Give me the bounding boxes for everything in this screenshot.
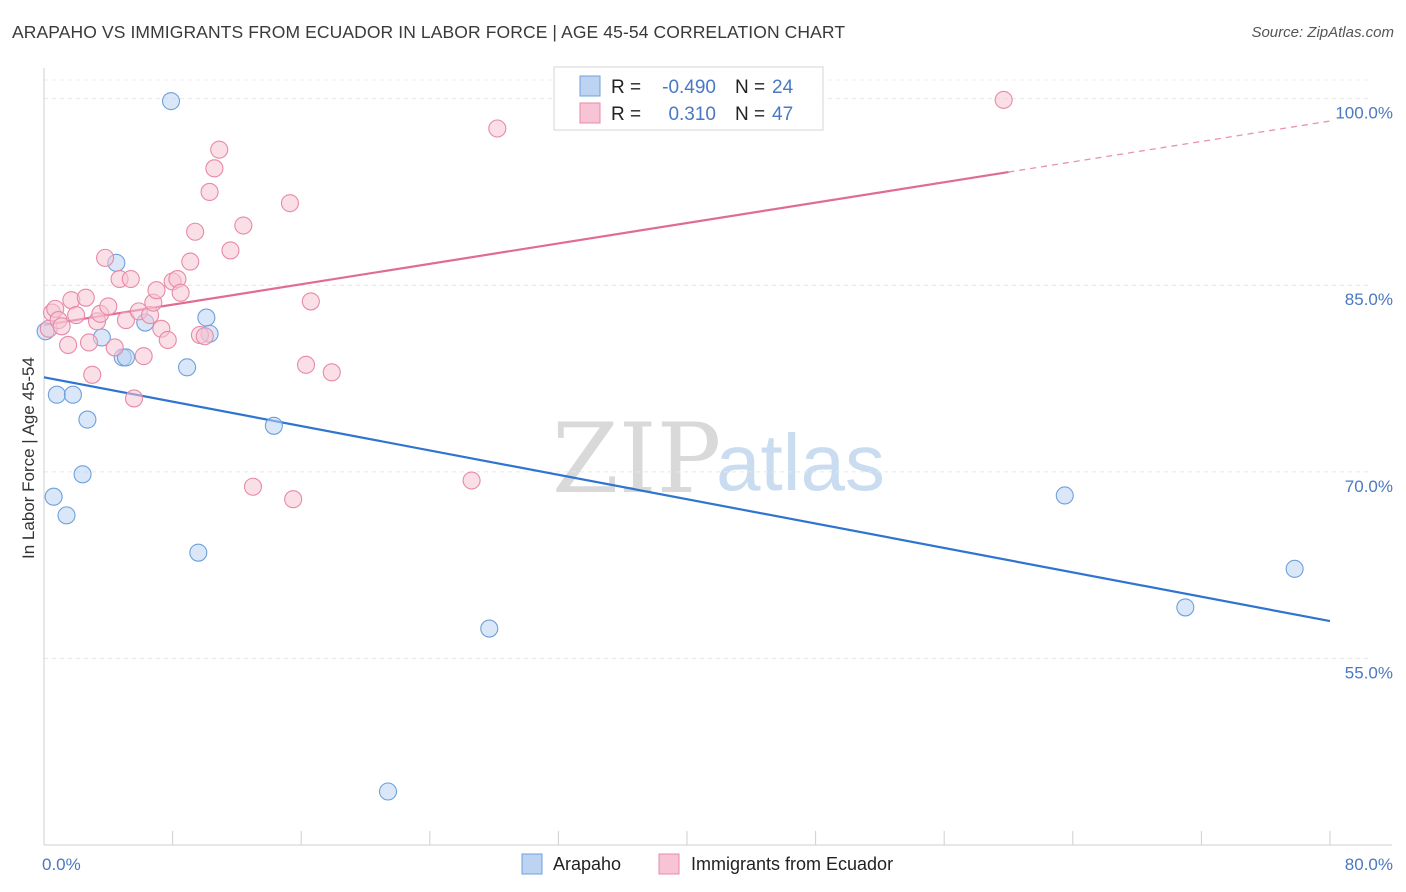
data-point — [197, 308, 216, 327]
legend-n-value: 24 — [772, 77, 794, 98]
data-point — [264, 416, 283, 435]
data-point — [96, 248, 115, 267]
data-point — [195, 327, 214, 346]
data-point — [121, 269, 140, 289]
data-point — [73, 465, 92, 484]
data-point — [205, 159, 224, 178]
data-point — [79, 333, 99, 352]
data-point — [378, 782, 398, 801]
data-point — [189, 543, 208, 562]
data-point — [57, 506, 76, 525]
legend: R = -0.490 N = 24 R = 0.310 N = 47 — [553, 66, 824, 131]
data-point — [47, 385, 66, 404]
data-point — [284, 490, 303, 509]
data-point — [59, 335, 78, 355]
trend-lines — [43, 120, 1331, 623]
data-point — [116, 311, 136, 330]
data-point — [67, 306, 86, 325]
source-label: Source: ZipAtlas.com — [1251, 24, 1394, 41]
data-point — [280, 194, 299, 213]
data-point — [76, 288, 95, 307]
data-point — [105, 338, 124, 357]
legend-n-value: 47 — [772, 104, 793, 125]
data-point — [488, 119, 507, 138]
x-tick-label: 0.0% — [42, 855, 81, 874]
legend-swatch-ecuador — [579, 102, 601, 124]
bottom-legend: Arapaho Immigrants from Ecuador — [521, 853, 893, 875]
data-point — [147, 281, 166, 300]
legend-r-value: 0.310 — [668, 104, 716, 125]
data-point — [171, 283, 190, 302]
bottom-legend-swatch-arapaho — [521, 853, 543, 875]
axes — [43, 68, 1392, 846]
data-point — [462, 471, 481, 490]
data-point — [134, 347, 153, 366]
legend-r-label: R = — [611, 104, 641, 125]
bottom-legend-swatch-ecuador — [658, 853, 680, 875]
x-tick-label: 80.0% — [1345, 855, 1393, 874]
trend-line-ecuador-extension — [1008, 120, 1331, 173]
x-tick-labels: 0.0% 80.0% — [42, 855, 1393, 874]
watermark-zip: ZIP — [552, 403, 721, 515]
y-tick-label: 55.0% — [1345, 663, 1393, 682]
y-axis-label: In Labor Force | Age 45-54 — [19, 357, 38, 559]
y-tick-labels: 55.0% 70.0% 85.0% 100.0% — [1335, 104, 1393, 683]
data-point — [161, 92, 181, 111]
y-tick-label: 85.0% — [1345, 290, 1393, 309]
data-point — [63, 385, 82, 404]
data-point — [1176, 598, 1195, 617]
data-point — [52, 317, 71, 336]
data-point — [243, 477, 263, 496]
y-tick-label: 70.0% — [1345, 477, 1393, 496]
data-point — [124, 389, 144, 408]
data-point — [234, 216, 253, 235]
chart-title: ARAPAHO VS IMMIGRANTS FROM ECUADOR IN LA… — [12, 22, 846, 42]
bottom-legend-label-arapaho: Arapaho — [553, 854, 621, 874]
data-points — [36, 90, 1304, 801]
data-point — [158, 330, 177, 350]
data-point — [301, 292, 320, 311]
data-point — [1055, 486, 1074, 505]
gridlines — [44, 79, 1372, 659]
trend-line-arapaho — [43, 376, 1331, 623]
series-ecuador-points — [39, 90, 1013, 509]
data-point — [296, 355, 316, 374]
data-point — [480, 619, 499, 638]
data-point — [78, 410, 97, 429]
legend-swatch-arapaho — [579, 75, 601, 97]
data-point — [210, 140, 229, 159]
legend-n-label: N = — [735, 104, 765, 125]
bottom-legend-label-ecuador: Immigrants from Ecuador — [691, 854, 893, 874]
data-point — [322, 363, 341, 382]
y-tick-label: 100.0% — [1335, 104, 1393, 123]
data-point — [99, 297, 118, 316]
data-point — [44, 487, 63, 506]
data-point — [181, 252, 200, 271]
legend-r-value: -0.490 — [662, 77, 716, 98]
legend-n-label: N = — [735, 77, 765, 98]
data-point — [221, 241, 240, 260]
legend-r-label: R = — [611, 77, 641, 98]
data-point — [994, 90, 1013, 109]
data-point — [178, 358, 197, 377]
data-point — [186, 222, 205, 241]
watermark-atlas: atlas — [716, 418, 885, 507]
trend-line-ecuador — [43, 170, 1009, 327]
data-point — [200, 182, 219, 202]
watermark: ZIP atlas — [552, 403, 885, 515]
data-point — [83, 365, 102, 384]
data-point — [1285, 559, 1304, 578]
